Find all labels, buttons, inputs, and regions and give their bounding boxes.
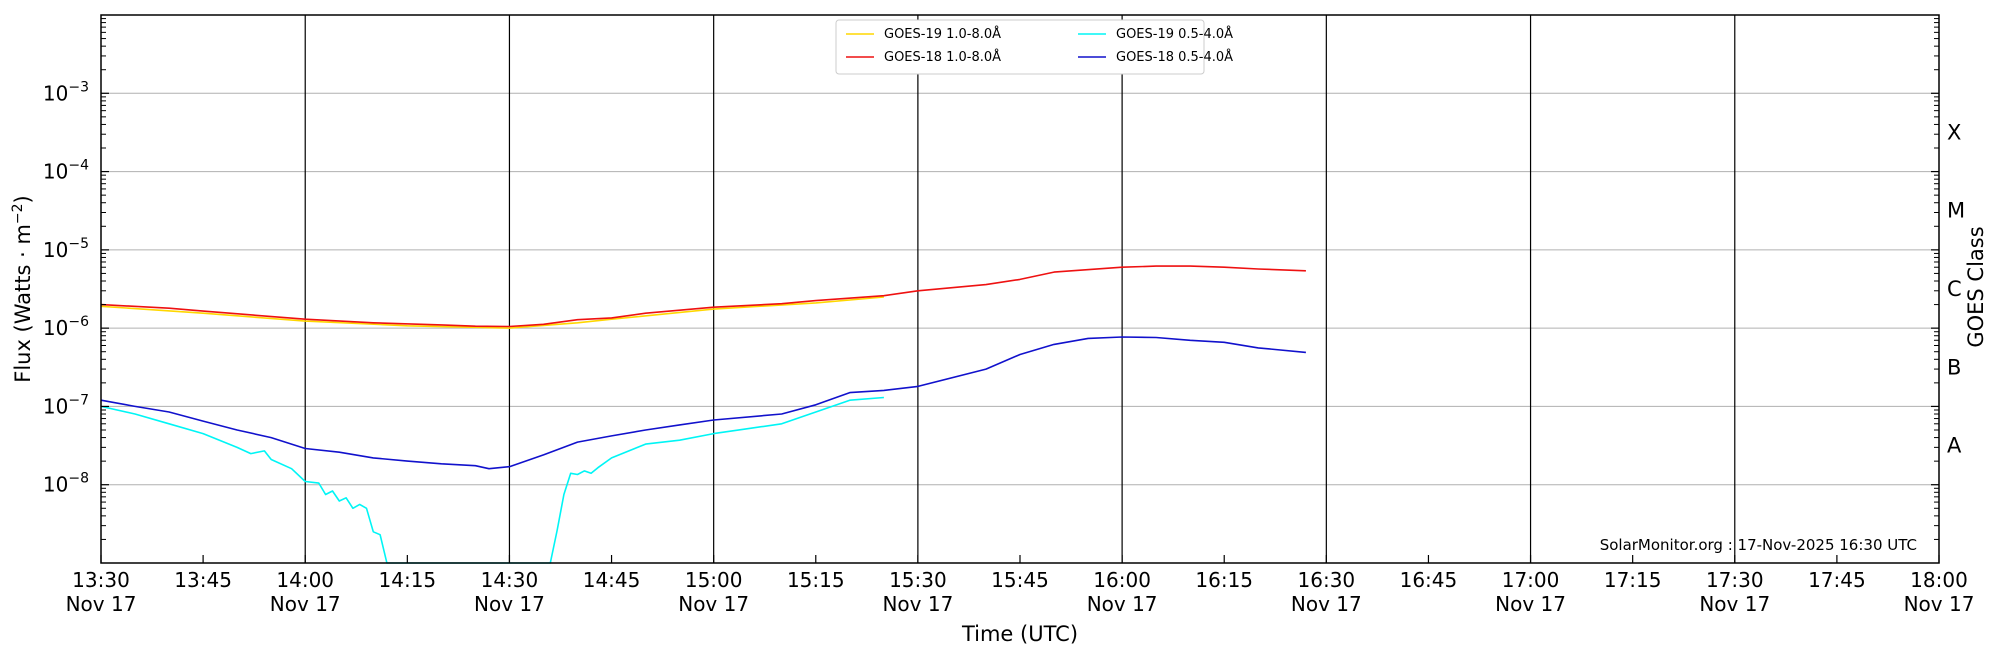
- y-tick-label: 10−6: [43, 314, 89, 340]
- legend-label: GOES-18 0.5-4.0Å: [1116, 49, 1233, 65]
- y-tick-label: 10−5: [43, 236, 89, 262]
- y-tick-label: 10−7: [43, 392, 89, 418]
- x-tick-time-label: 17:00: [1502, 568, 1560, 592]
- y-tick-label: 10−3: [43, 79, 89, 105]
- y-tick-labels: 10−810−710−610−510−410−3: [43, 79, 89, 496]
- x-tick-time-label: 16:30: [1298, 568, 1356, 592]
- x-tick-date-label: Nov 17: [474, 592, 545, 616]
- x-tick-time-label: 15:30: [889, 568, 947, 592]
- series-line-goes-19-0-5-4-0: [100, 396, 884, 564]
- goes-class-axis-title: GOES Class: [1964, 226, 1988, 347]
- x-tick-time-label: 17:45: [1808, 568, 1866, 592]
- axis-ticks: [100, 18, 1940, 563]
- x-tick-time-label: 15:15: [787, 568, 845, 592]
- x-tick-time-label: 17:15: [1604, 568, 1662, 592]
- y-axis-title-close: ): [11, 195, 35, 203]
- x-tick-time-label: 13:30: [72, 568, 130, 592]
- y-tick-label: 10−4: [43, 158, 89, 184]
- series-line-goes-18-0-5-4-0: [100, 336, 1306, 470]
- x-tick-time-label: 16:15: [1195, 568, 1253, 592]
- grid-lines: [101, 15, 1939, 563]
- x-tick-date-label: Nov 17: [270, 592, 341, 616]
- y-tick-exponent: −7: [68, 392, 89, 408]
- y-tick-base: 10: [43, 316, 68, 340]
- y-tick-exponent: −8: [68, 471, 89, 487]
- legend-label: GOES-19 0.5-4.0Å: [1116, 26, 1233, 42]
- y-tick-exponent: −6: [68, 314, 89, 330]
- y-tick-base: 10: [43, 81, 68, 105]
- x-tick-time-label: 13:45: [174, 568, 232, 592]
- y-tick-base: 10: [43, 160, 68, 184]
- y-axis-title: Flux (Watts · m−2): [10, 195, 35, 383]
- y-tick-exponent: −4: [68, 158, 89, 174]
- x-tick-time-label: 14:15: [379, 568, 437, 592]
- x-tick-time-label: 14:45: [583, 568, 641, 592]
- y-tick-label: 10−8: [43, 471, 89, 497]
- x-tick-time-label: 14:00: [276, 568, 334, 592]
- goes-class-labels: A B C M X: [1947, 120, 1965, 457]
- series-line-goes-18-1-0-8-0: [100, 265, 1306, 328]
- series-line-goes-19-1-0-8-0: [100, 296, 884, 329]
- goes-class-label: X: [1947, 120, 1961, 144]
- x-tick-date-label: Nov 17: [1291, 592, 1362, 616]
- y-tick-base: 10: [43, 473, 68, 497]
- y-tick-base: 10: [43, 394, 68, 418]
- legend-label: GOES-18 1.0-8.0Å: [884, 49, 1001, 65]
- solarmonitor-credit: SolarMonitor.org : 17-Nov-2025 16:30 UTC: [1600, 536, 1917, 554]
- legend-label: GOES-19 1.0-8.0Å: [884, 26, 1001, 42]
- goes-class-label: C: [1947, 277, 1962, 301]
- y-tick-exponent: −3: [68, 79, 89, 95]
- x-tick-date-label: Nov 17: [1495, 592, 1566, 616]
- y-tick-base: 10: [43, 238, 68, 262]
- data-series: [100, 265, 1306, 564]
- x-tick-date-label: Nov 17: [678, 592, 749, 616]
- x-tick-time-label: 16:45: [1400, 568, 1458, 592]
- x-tick-time-label: 17:30: [1706, 568, 1764, 592]
- x-tick-date-label: Nov 17: [1087, 592, 1158, 616]
- x-tick-time-label: 16:00: [1093, 568, 1151, 592]
- x-tick-date-label: Nov 17: [1699, 592, 1770, 616]
- x-tick-time-label: 15:00: [685, 568, 743, 592]
- x-axis-title: Time (UTC): [961, 622, 1078, 646]
- x-tick-date-label: Nov 17: [66, 592, 137, 616]
- y-axis-title-main: Flux (Watts · m: [11, 224, 35, 383]
- y-axis-title-superscript: −2: [10, 203, 26, 224]
- x-tick-time-label: 14:30: [481, 568, 539, 592]
- x-tick-time-label: 15:45: [991, 568, 1049, 592]
- y-tick-exponent: −5: [68, 236, 89, 252]
- goes-class-label: B: [1947, 355, 1961, 379]
- x-tick-time-label: 18:00: [1910, 568, 1968, 592]
- chart-legend: GOES-19 1.0-8.0Å GOES-18 1.0-8.0Å GOES-19 …: [835, 19, 1233, 75]
- goes-class-label: M: [1947, 199, 1965, 223]
- legend-box: [835, 19, 1205, 75]
- x-tick-date-label: Nov 17: [882, 592, 953, 616]
- goes-class-label: A: [1947, 434, 1962, 458]
- x-tick-date-label: Nov 17: [1904, 592, 1975, 616]
